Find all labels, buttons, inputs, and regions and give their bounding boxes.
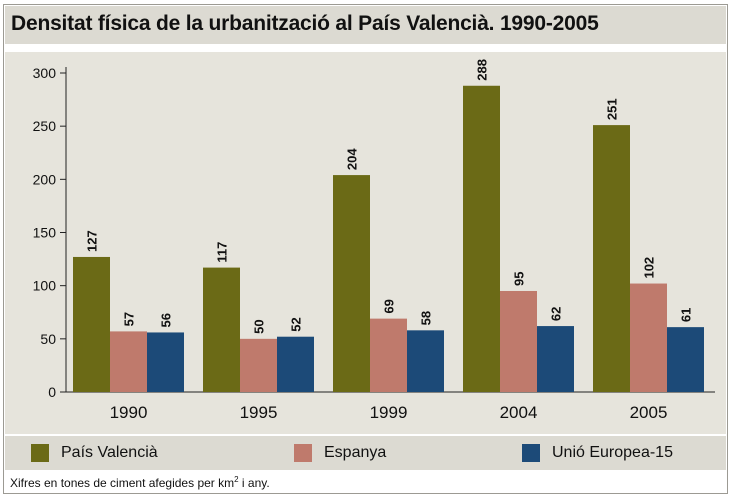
y-tick-label-1: 50 bbox=[40, 331, 56, 347]
data-label-pais-valencia-1995: 117 bbox=[215, 242, 230, 263]
bar-pais-valencia-2005 bbox=[593, 125, 630, 392]
x-tick-label-2005: 2005 bbox=[630, 403, 668, 422]
legend-label-espanya: Espanya bbox=[324, 444, 387, 461]
bar-espanya-1995 bbox=[240, 338, 277, 392]
x-tick-label-1995: 1995 bbox=[240, 403, 278, 422]
data-label-unio-europea-1995: 52 bbox=[289, 317, 304, 331]
data-label-pais-valencia-1990: 127 bbox=[85, 230, 100, 252]
title-bar: Densitat física de la urbanització al Pa… bbox=[5, 6, 726, 44]
y-tick-label-3: 150 bbox=[33, 225, 57, 241]
y-tick-label-0: 0 bbox=[48, 384, 56, 400]
data-label-unio-europea-1990: 56 bbox=[159, 313, 174, 327]
legend-item-espanya: Espanya bbox=[294, 436, 386, 470]
bar-unio-europea-2005 bbox=[667, 327, 704, 392]
bar-pais-valencia-2004 bbox=[463, 85, 500, 392]
y-tick-label-2: 100 bbox=[33, 278, 57, 294]
bar-unio-europea-2004 bbox=[537, 326, 574, 392]
data-label-espanya-1990: 57 bbox=[122, 312, 137, 326]
legend: País Valencià Espanya Unió Europea-15 bbox=[5, 436, 726, 470]
data-label-unio-europea-2004: 62 bbox=[549, 307, 564, 321]
y-tick-label-4: 200 bbox=[33, 171, 57, 187]
bar-espanya-2004 bbox=[500, 290, 537, 392]
legend-swatch-unio-europea bbox=[522, 444, 540, 462]
bar-espanya-1990 bbox=[110, 331, 147, 392]
data-label-pais-valencia-1999: 204 bbox=[345, 148, 360, 170]
data-label-unio-europea-2005: 61 bbox=[679, 308, 694, 322]
bar-espanya-2005 bbox=[630, 283, 667, 392]
bar-espanya-1999 bbox=[370, 318, 407, 392]
legend-label-pais-valencia: País Valencià bbox=[61, 444, 158, 461]
data-label-espanya-2005: 102 bbox=[642, 257, 657, 279]
bar-pais-valencia-1995 bbox=[203, 267, 240, 392]
data-label-unio-europea-1999: 58 bbox=[419, 311, 434, 325]
x-tick-label-1990: 1990 bbox=[110, 403, 148, 422]
legend-label-unio-europea: Unió Europea-15 bbox=[552, 444, 673, 461]
legend-item-pais-valencia: País Valencià bbox=[31, 436, 158, 470]
x-tick-label-1999: 1999 bbox=[370, 403, 408, 422]
legend-item-unio-europea: Unió Europea-15 bbox=[522, 436, 673, 470]
footnote-prefix: Xifres en tones de ciment afegides per k… bbox=[10, 476, 235, 490]
footnote-superscript: 2 bbox=[234, 475, 239, 484]
bar-unio-europea-1995 bbox=[277, 336, 314, 392]
data-label-espanya-2004: 95 bbox=[512, 272, 527, 286]
chart-title: Densitat física de la urbanització al Pa… bbox=[11, 12, 599, 35]
footnote-suffix: i any. bbox=[238, 476, 270, 490]
data-label-espanya-1995: 50 bbox=[252, 319, 267, 333]
data-label-pais-valencia-2004: 288 bbox=[475, 59, 490, 81]
bar-pais-valencia-1990 bbox=[73, 256, 110, 392]
bar-unio-europea-1990 bbox=[147, 332, 184, 392]
bar-pais-valencia-1999 bbox=[333, 175, 370, 392]
y-tick-label-5: 250 bbox=[33, 118, 57, 134]
legend-swatch-pais-valencia bbox=[31, 444, 49, 462]
legend-swatch-espanya bbox=[294, 444, 312, 462]
data-label-espanya-1999: 69 bbox=[382, 299, 397, 313]
y-tick-label-6: 300 bbox=[33, 65, 57, 81]
x-tick-label-2004: 2004 bbox=[500, 403, 538, 422]
bar-unio-europea-1999 bbox=[407, 330, 444, 392]
data-label-pais-valencia-2005: 251 bbox=[605, 98, 620, 120]
footnote: Xifres en tones de ciment afegides per k… bbox=[10, 475, 270, 490]
